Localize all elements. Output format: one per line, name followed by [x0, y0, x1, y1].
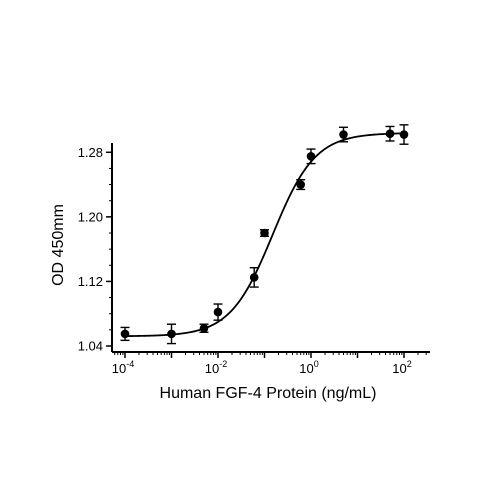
- y-tick-label: 1.28: [78, 145, 103, 160]
- data-point: [339, 130, 348, 139]
- y-tick-label: 1.04: [78, 339, 103, 354]
- data-point: [199, 323, 209, 333]
- x-tick-label: 10-4: [112, 359, 134, 376]
- x-tick-label: 102: [392, 359, 411, 376]
- data-point: [399, 130, 409, 139]
- data-point: [385, 129, 395, 139]
- data-point: [249, 273, 259, 282]
- x-axis-title: Human FGF-4 Protein (ng/mL): [160, 385, 377, 402]
- y-axis-title: OD 450mm: [50, 204, 67, 286]
- data-point: [296, 180, 305, 189]
- y-tick-label: 1.12: [78, 274, 103, 289]
- data-point: [213, 307, 223, 317]
- data-point: [260, 228, 269, 238]
- data-point: [167, 329, 176, 339]
- x-tick-label: 100: [299, 359, 318, 376]
- y-tick-label: 1.20: [78, 209, 103, 224]
- data-points-layer: [120, 124, 409, 345]
- data-point: [306, 152, 316, 161]
- axes: 1.04 1.12 1.20 1.28 10-4 10-2 100 102: [78, 143, 430, 376]
- x-tick-label: 10-2: [205, 359, 227, 376]
- data-point: [120, 329, 130, 339]
